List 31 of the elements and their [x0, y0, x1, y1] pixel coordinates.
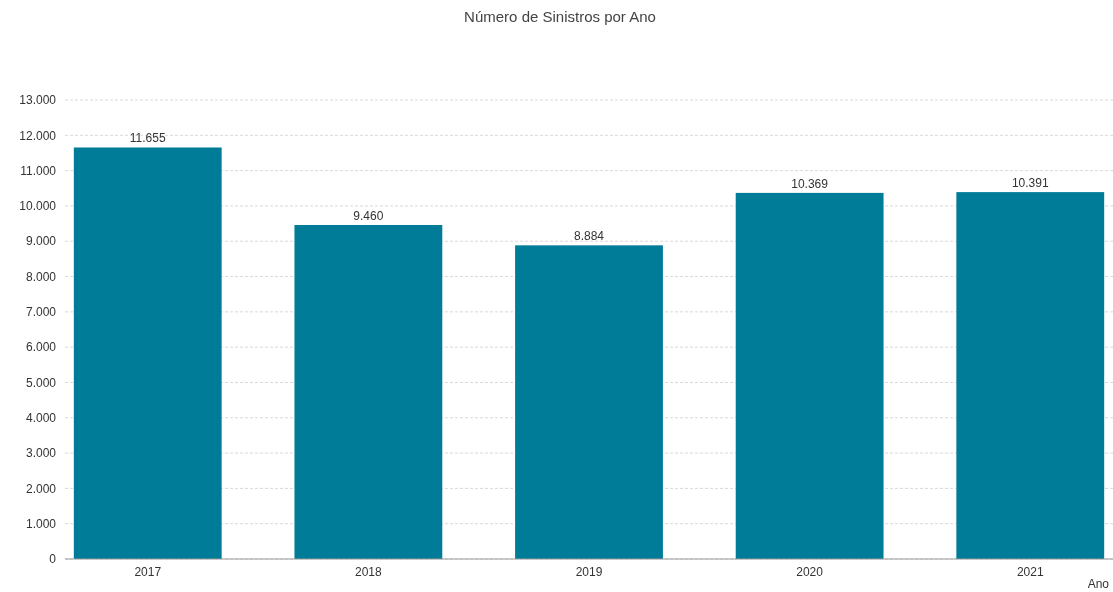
y-tick-label: 4.000 — [25, 410, 57, 425]
bar — [294, 224, 443, 559]
y-tick-label: 12.000 — [19, 128, 57, 143]
y-tick-label: 2.000 — [25, 481, 57, 496]
x-tick-label: 2018 — [355, 565, 383, 579]
data-label: 10.391 — [1011, 176, 1049, 191]
y-tick-label: 0 — [49, 552, 57, 567]
y-tick-label: 1.000 — [25, 516, 57, 531]
y-tick-label: 9.000 — [25, 234, 57, 249]
x-tick-label: 2021 — [1016, 565, 1044, 579]
data-label: 11.655 — [129, 131, 166, 146]
y-tick-label: 11.000 — [20, 163, 57, 178]
chart-title: Número de Sinistros por Ano — [464, 8, 656, 25]
y-tick-label: 3.000 — [25, 446, 57, 461]
data-label: 10.369 — [791, 176, 829, 191]
bar — [515, 245, 663, 559]
data-label: 8.884 — [573, 229, 605, 244]
bar — [735, 192, 884, 559]
bar — [73, 147, 222, 559]
y-tick-label: 6.000 — [25, 340, 57, 355]
y-tick-label: 10.000 — [19, 199, 57, 214]
x-tick-label: 2017 — [134, 565, 162, 579]
y-tick-label: 7.000 — [25, 305, 57, 320]
bar — [956, 192, 1105, 559]
x-tick-label: 2019 — [575, 565, 603, 579]
x-tick-label: 2020 — [796, 565, 824, 579]
x-axis-title: Ano — [1087, 577, 1110, 591]
y-tick-label: 5.000 — [25, 375, 57, 390]
y-tick-label: 8.000 — [25, 269, 57, 284]
data-label: 9.460 — [353, 208, 384, 223]
y-tick-label: 13.000 — [19, 93, 57, 108]
